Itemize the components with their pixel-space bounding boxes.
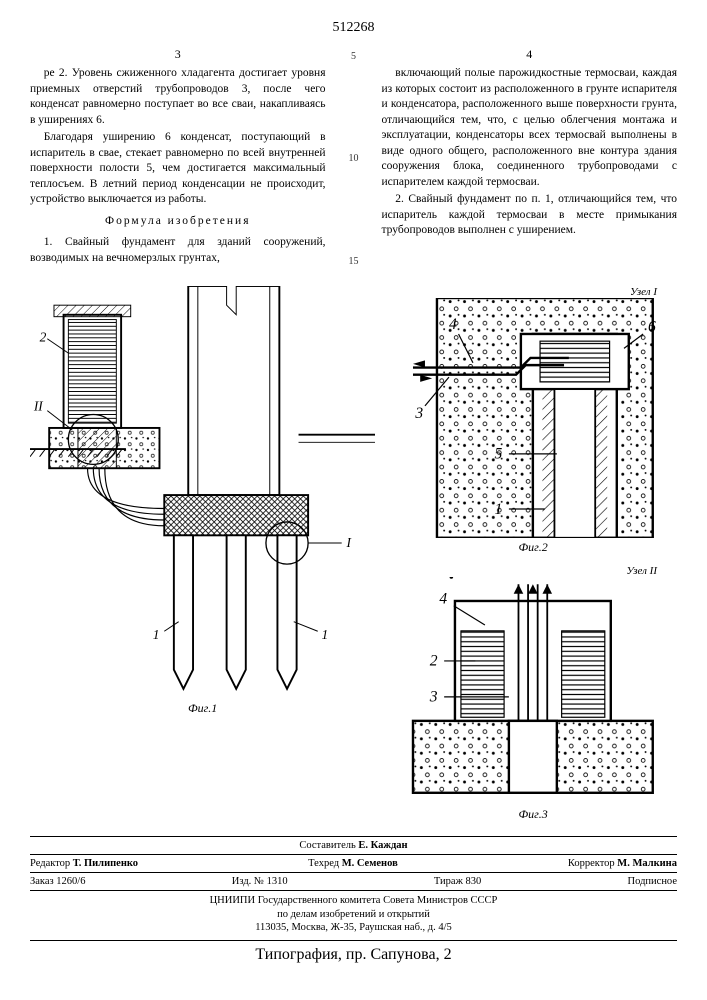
section-title: Формула изобретения: [30, 214, 326, 230]
fig2-l3: 3: [415, 405, 424, 422]
para: Благодаря уширению 6 конденсат, поступаю…: [30, 130, 326, 208]
fig3-l3: 3: [429, 689, 438, 706]
patent-number: 512268: [30, 20, 677, 36]
footer: Составитель Е. Каждан Редактор Т. Пилипе…: [30, 836, 677, 938]
fig3-l2: 2: [430, 653, 438, 670]
imprint: Типография, пр. Сапунова, 2: [30, 940, 677, 969]
fig1-label-II: II: [33, 399, 43, 414]
order-row: Заказ 1260/6 Изд. № 1310 Тираж 830 Подпи…: [30, 873, 677, 891]
text-columns: 3 ре 2. Уровень сжиженного хладагента до…: [30, 46, 677, 268]
fig1-label-I: I: [345, 535, 351, 550]
right-column: 4 включающий полые парожидкостные термос…: [382, 46, 678, 268]
page-number-right: 4: [382, 46, 678, 62]
staff-row: Редактор Т. Пилипенко Техред М. Семенов …: [30, 855, 677, 873]
figures-area: 2 II: [30, 286, 677, 822]
fig1-caption: Фиг.1: [30, 701, 375, 716]
fig2-caption: Фиг.2: [389, 540, 677, 555]
figure-1: 2 II: [30, 286, 375, 822]
para: 1. Свайный фундамент для зданий сооружен…: [30, 235, 326, 266]
line-num: 15: [346, 255, 362, 269]
para: включающий полые парожидкостные термосва…: [382, 66, 678, 190]
line-numbers: 5 10 15: [346, 46, 362, 268]
fig3-l4: 4: [440, 591, 448, 608]
para: 2. Свайный фундамент по п. 1, отличающий…: [382, 192, 678, 239]
figure-2: Узел I: [389, 286, 677, 555]
fig1-label-1b: 1: [322, 627, 329, 642]
composer-line: Составитель Е. Каждан: [30, 837, 677, 855]
left-column: 3 ре 2. Уровень сжиженного хладагента до…: [30, 46, 326, 268]
org-block: ЦНИИПИ Государственного комитета Совета …: [30, 891, 677, 938]
fig1-label-1: 1: [153, 627, 160, 642]
fig2-l5: 5: [495, 446, 503, 463]
para: ре 2. Уровень сжиженного хладагента дост…: [30, 66, 326, 128]
page-number-left: 3: [30, 46, 326, 62]
uzel2-label: Узел II: [389, 565, 677, 577]
figure-3: Узел II: [389, 565, 677, 822]
fig2-l1: 1: [495, 501, 503, 518]
line-num: 5: [346, 50, 362, 64]
uzel1-label: Узел I: [389, 286, 677, 298]
fig2-l6: 6: [648, 319, 656, 336]
fig3-caption: Фиг.3: [389, 807, 677, 822]
line-num: 10: [346, 152, 362, 166]
fig1-label-2: 2: [40, 330, 47, 345]
fig2-l4: 4: [449, 317, 457, 334]
